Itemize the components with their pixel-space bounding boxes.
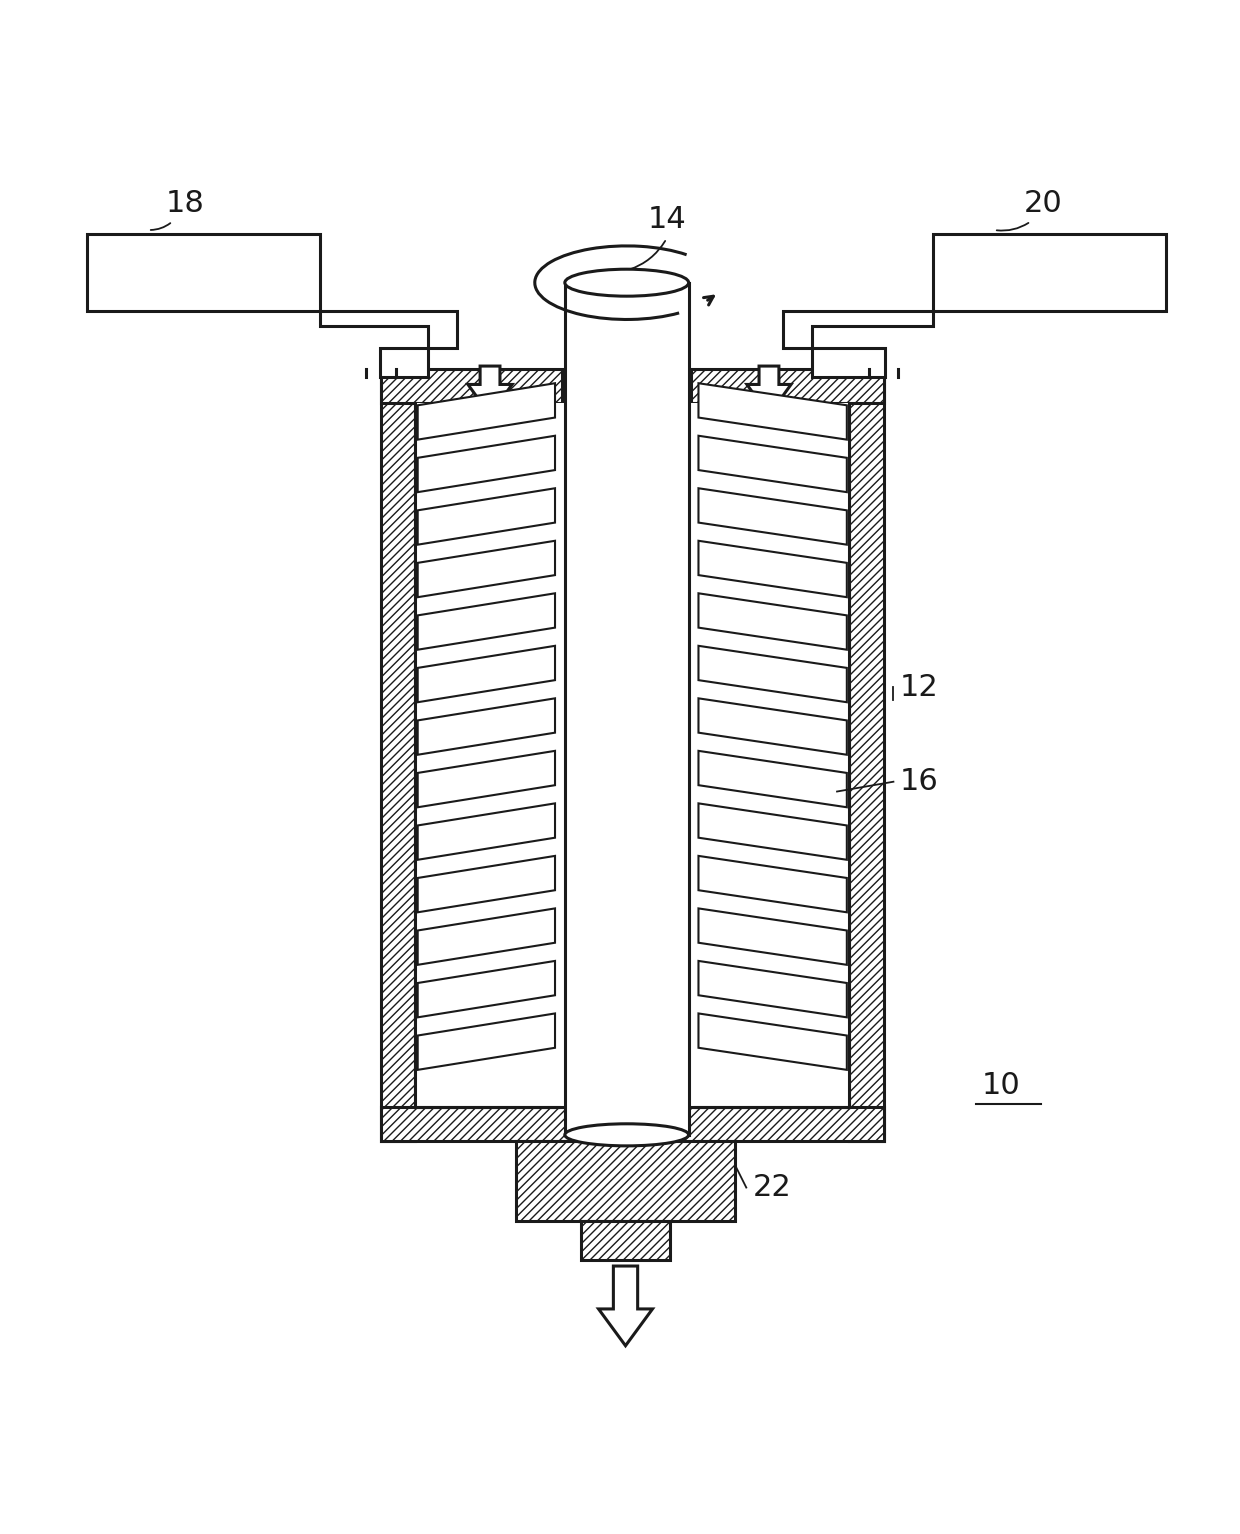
Polygon shape [698, 594, 847, 650]
Polygon shape [691, 368, 884, 403]
Polygon shape [565, 282, 688, 1135]
Polygon shape [381, 1106, 884, 1141]
Polygon shape [849, 368, 884, 1141]
Polygon shape [698, 698, 847, 755]
Polygon shape [418, 488, 556, 545]
Polygon shape [418, 646, 556, 703]
Polygon shape [418, 436, 556, 492]
Polygon shape [418, 856, 556, 913]
Polygon shape [467, 367, 512, 416]
Polygon shape [418, 804, 556, 859]
Text: 14: 14 [647, 204, 686, 233]
Ellipse shape [565, 268, 688, 296]
Text: 22: 22 [753, 1174, 791, 1203]
Polygon shape [698, 542, 847, 597]
Ellipse shape [565, 1124, 688, 1146]
Polygon shape [698, 1014, 847, 1069]
Polygon shape [698, 750, 847, 807]
Polygon shape [698, 804, 847, 859]
Polygon shape [381, 368, 563, 403]
Polygon shape [418, 594, 556, 650]
Polygon shape [418, 908, 556, 965]
Text: 20: 20 [1024, 189, 1063, 218]
Text: 10: 10 [982, 1071, 1021, 1100]
Bar [87, 233, 320, 311]
Text: 12: 12 [899, 673, 939, 701]
Text: 16: 16 [899, 767, 939, 796]
Polygon shape [418, 698, 556, 755]
Bar [932, 233, 1166, 311]
Polygon shape [418, 750, 556, 807]
Polygon shape [698, 384, 847, 440]
Polygon shape [516, 1141, 735, 1221]
Polygon shape [698, 436, 847, 492]
Polygon shape [599, 1266, 652, 1345]
Polygon shape [418, 542, 556, 597]
Polygon shape [698, 646, 847, 703]
Polygon shape [784, 311, 932, 377]
Text: 18: 18 [165, 189, 205, 218]
Polygon shape [418, 1014, 556, 1069]
Polygon shape [746, 367, 791, 416]
Polygon shape [320, 311, 456, 377]
Polygon shape [698, 908, 847, 965]
Polygon shape [381, 368, 415, 1141]
Polygon shape [698, 856, 847, 913]
Polygon shape [418, 960, 556, 1017]
Polygon shape [698, 488, 847, 545]
Polygon shape [415, 403, 849, 1106]
Polygon shape [580, 1221, 671, 1259]
Polygon shape [698, 960, 847, 1017]
Polygon shape [418, 384, 556, 440]
